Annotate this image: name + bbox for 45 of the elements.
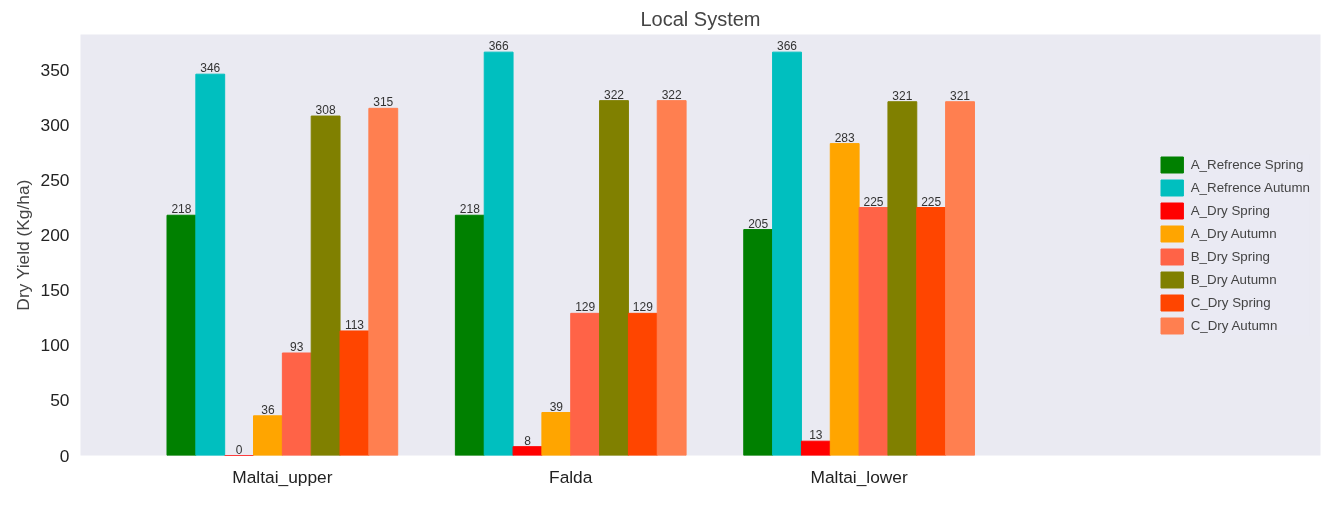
data-label: 322 (603, 87, 625, 102)
y-tick-label: 100 (40, 335, 70, 356)
data-label: 283 (834, 130, 856, 145)
y-tick-label: 300 (40, 114, 70, 135)
data-label: 225 (863, 194, 884, 209)
data-label: 93 (290, 340, 304, 355)
legend-label: C_Dry Spring (1190, 294, 1271, 310)
data-label: 218 (171, 202, 192, 217)
x-tick-label: Maltai_upper (232, 466, 333, 487)
data-label: 308 (315, 103, 336, 118)
legend-label: A_Dry Autumn (1190, 225, 1277, 241)
data-label: 218 (459, 202, 481, 217)
data-label: 13 (809, 428, 823, 443)
data-label: 315 (373, 95, 394, 110)
x-tick-label: Falda (549, 466, 593, 487)
x-tick-label: Maltai_lower (810, 466, 908, 487)
data-label: 321 (950, 88, 971, 103)
legend-label: B_Dry Autumn (1190, 271, 1277, 287)
chart-title: Local System (640, 7, 761, 30)
y-tick-label: 0 (59, 445, 70, 466)
data-label: 113 (344, 317, 365, 332)
legend-label: C_Dry Autumn (1190, 317, 1278, 333)
legend-label: A_Refrence Spring (1190, 156, 1304, 172)
legend-label: A_Dry Spring (1190, 202, 1270, 218)
y-tick-label: 250 (40, 169, 70, 190)
data-label: 0 (235, 442, 243, 457)
y-tick-label: 350 (40, 59, 70, 80)
data-label: 39 (549, 399, 564, 414)
data-label: 129 (575, 300, 596, 315)
y-tick-label: 50 (50, 390, 70, 411)
data-label: 8 (524, 433, 532, 448)
y-axis-title: Dry Yield (Kg/ha) (12, 179, 33, 311)
data-label: 321 (892, 88, 913, 103)
y-tick-label: 200 (40, 225, 70, 246)
data-label: 322 (661, 87, 682, 102)
legend-label: B_Dry Spring (1190, 248, 1270, 264)
data-label: 346 (200, 61, 221, 76)
data-label: 366 (488, 39, 509, 54)
data-label: 36 (261, 402, 275, 417)
data-label: 366 (777, 39, 798, 54)
data-label: 129 (632, 300, 654, 315)
legend-label: A_Refrence Autumn (1190, 179, 1310, 195)
y-tick-label: 150 (40, 280, 70, 301)
data-label: 205 (748, 216, 769, 231)
data-label: 225 (921, 194, 942, 209)
